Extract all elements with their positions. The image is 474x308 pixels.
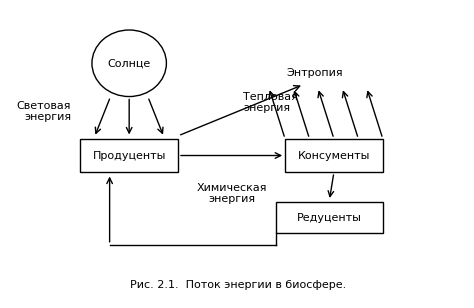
FancyBboxPatch shape (285, 139, 383, 172)
Text: Световая
энергия: Световая энергия (17, 101, 71, 123)
Text: Продуценты: Продуценты (92, 151, 166, 160)
Text: Рис. 2.1.  Поток энергии в биосфере.: Рис. 2.1. Поток энергии в биосфере. (130, 280, 346, 290)
Text: Солнце: Солнце (108, 58, 151, 68)
Text: Химическая
энергия: Химическая энергия (196, 183, 267, 204)
Text: Энтропия: Энтропия (286, 68, 343, 79)
FancyBboxPatch shape (80, 139, 178, 172)
FancyBboxPatch shape (276, 202, 383, 233)
Text: Редуценты: Редуценты (297, 213, 362, 222)
Text: Консументы: Консументы (298, 151, 370, 160)
Ellipse shape (92, 30, 166, 96)
Text: Тепловая
энергия: Тепловая энергия (243, 92, 298, 113)
